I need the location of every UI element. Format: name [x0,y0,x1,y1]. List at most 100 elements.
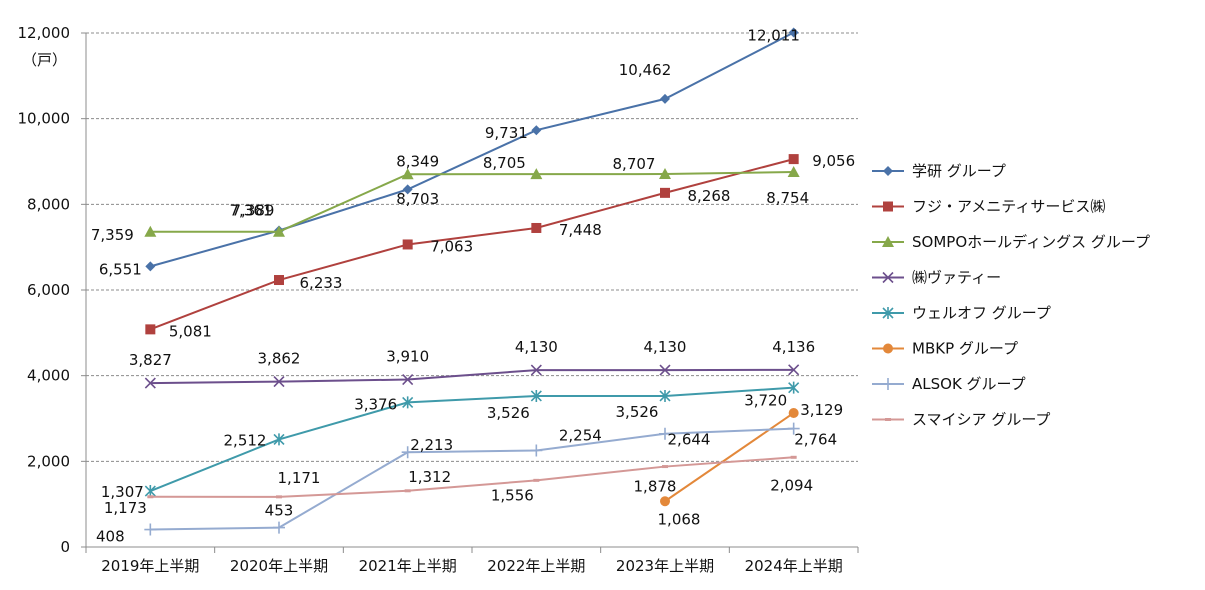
series-line [150,368,794,385]
data-label: 5,081 [169,322,212,340]
series-line [149,386,794,492]
data-point [788,154,799,165]
series-line [150,171,794,233]
data-label: 7,361 [230,202,273,220]
data-label: 2,213 [410,436,453,454]
data-label: 4,130 [515,338,558,356]
legend-item: ALSOK グループ [872,375,1026,393]
data-point [882,271,894,284]
data-point [883,166,893,176]
data-label: 6,233 [300,274,343,292]
data-point [531,222,542,233]
data-point [885,418,891,421]
legend-label: 学研 グループ [912,162,1006,180]
data-label: 7,359 [91,226,134,244]
data-label: 3,526 [616,403,659,421]
x-tick-label: 2024年上半期 [745,557,843,575]
data-point [144,523,157,536]
data-point [660,93,670,104]
data-label: 8,754 [766,189,809,207]
series-line [664,412,795,503]
x-tick-label: 2021年上半期 [359,557,457,575]
data-label: 9,731 [485,124,528,142]
y-tick-label: 2,000 [27,452,70,470]
y-tick-label: 12,000 [18,24,71,42]
data-point [402,396,414,409]
legend-item: スマイシア グループ [872,411,1050,429]
data-label: 1,878 [634,478,677,496]
data-point [404,489,411,493]
x-tick-label: 2020年上半期 [230,557,328,575]
data-point [530,168,543,180]
series-layer [144,27,800,536]
data-label: 9,056 [812,152,855,170]
data-label: 3,526 [487,404,530,422]
data-point [145,324,156,335]
data-point [533,478,540,482]
data-point [530,389,542,402]
data-label: 4,136 [772,338,815,356]
data-label: 2,512 [224,431,267,449]
data-label: 3,910 [386,348,429,366]
data-point [402,373,414,386]
y-axis-ticks: 0 2,000 4,000 6,000 8,000 10,000 12,000 [18,24,86,556]
series-line [150,427,794,531]
data-point [276,495,282,499]
data-point [659,168,671,180]
data-label: 8,349 [396,152,439,170]
legend-item: SOMPOホールディングス グループ [872,233,1150,251]
data-point [883,343,893,354]
data-point [145,261,156,272]
data-label: 3,862 [258,350,301,368]
data-point [144,225,157,237]
data-label: 3,129 [800,401,843,419]
data-point [659,364,671,376]
data-label: 8,705 [483,154,526,172]
y-tick-label: 0 [60,538,70,556]
data-point [273,521,285,534]
data-point [882,307,894,319]
data-label: 1,171 [278,469,321,487]
data-label: 7,063 [430,237,473,255]
data-point [882,236,894,247]
data-point [788,27,799,38]
data-label: 1,068 [658,510,701,528]
data-label: 3,827 [129,351,172,369]
data-point [659,427,671,440]
data-point [274,275,284,286]
y-tick-label: 4,000 [27,367,70,385]
data-label: 8,268 [688,187,731,205]
data-label: 7,448 [559,221,602,239]
data-label: 2,764 [794,431,837,449]
data-label: 2,094 [770,476,813,494]
data-point [273,433,285,446]
data-point [401,446,414,459]
data-point [530,364,542,376]
data-point [402,184,413,195]
data-point [531,125,542,136]
x-tick-label: 2019年上半期 [101,557,199,575]
data-label: 8,707 [613,155,656,173]
x-tick-label: 2022年上半期 [487,557,585,575]
data-label: 4,130 [644,338,687,356]
data-label: 453 [265,502,294,520]
data-point [273,225,285,237]
data-point [659,389,671,402]
data-label: 1,312 [408,468,451,486]
data-point [788,381,800,394]
legend-item: 学研 グループ [872,162,1006,180]
data-point [787,422,800,435]
x-tick-label: 2023年上半期 [616,557,714,575]
legend-item: ウェルオフ グループ [872,304,1051,322]
data-label: 3,376 [354,395,397,413]
data-point [147,495,154,499]
data-point [273,376,285,388]
y-tick-label: 10,000 [18,110,71,128]
legend-item: フジ・アメニティサービス㈱ [872,198,1105,216]
data-label: 408 [96,528,125,546]
data-point [401,168,414,180]
data-label: 12,011 [747,27,800,45]
data-point [660,496,670,507]
